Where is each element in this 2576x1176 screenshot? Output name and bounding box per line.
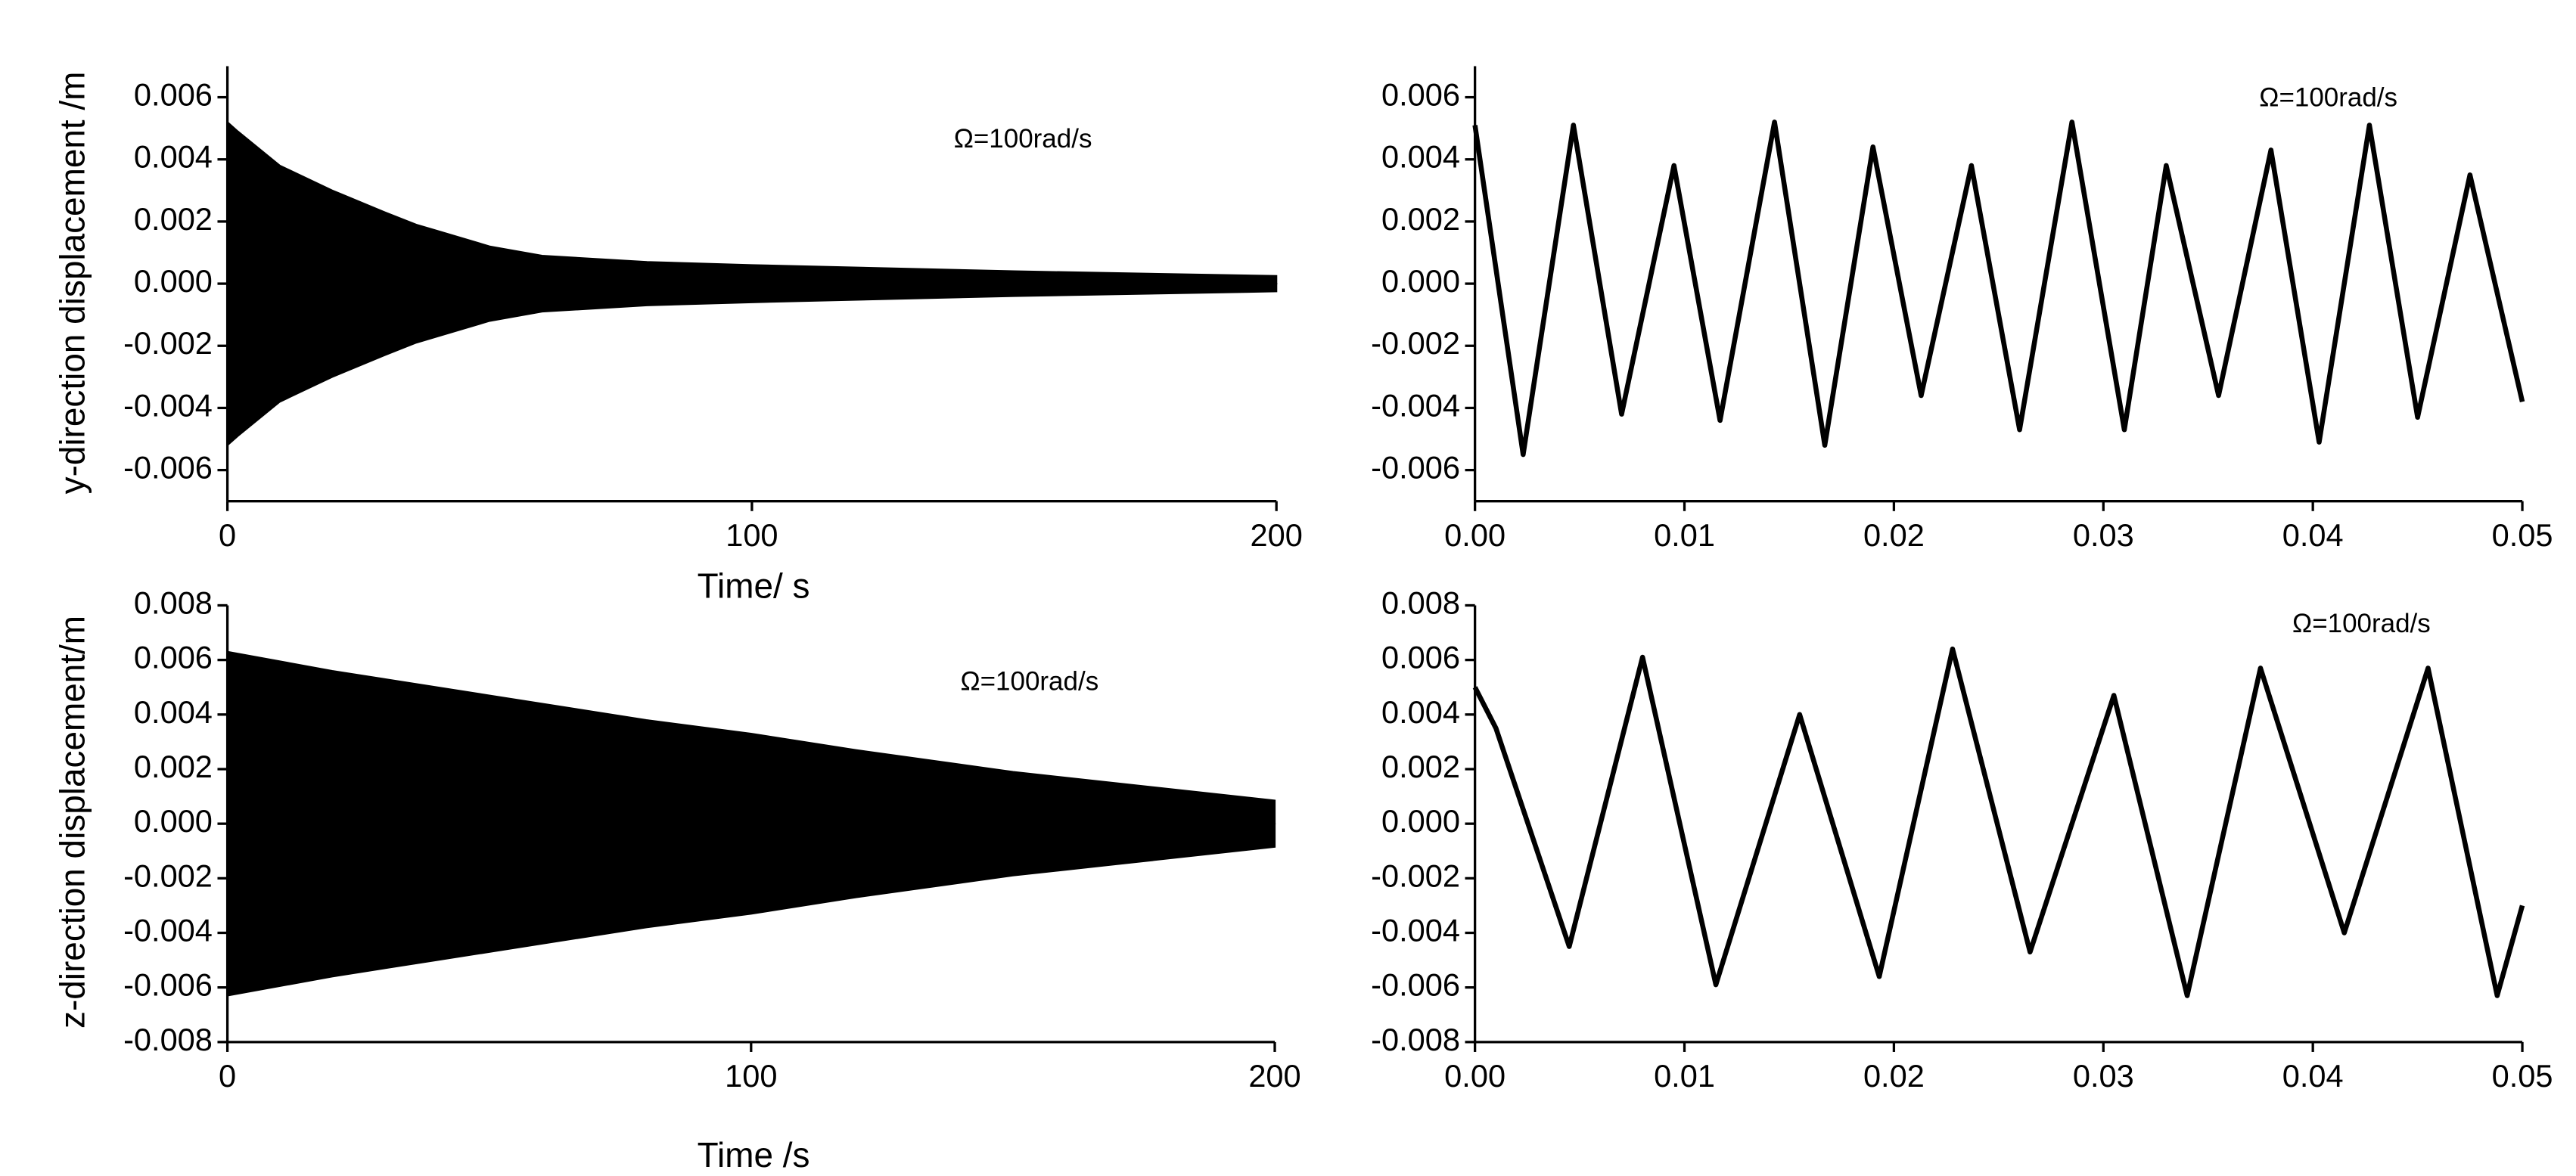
y-tick-label: -0.002: [1371, 325, 1460, 361]
area: [226, 650, 1276, 825]
y-tick-label: -0.008: [123, 1022, 213, 1057]
y-axis-label: y-direction displacement /m: [53, 72, 92, 495]
x-tick-label: 200: [1248, 1058, 1300, 1094]
x-tick-label: 100: [725, 1058, 777, 1094]
y-tick-label: 0.006: [1381, 77, 1460, 113]
y-tick-label: 0.008: [1381, 585, 1460, 620]
x-axis-label: Time/ s: [698, 566, 810, 606]
y-tick-label: 0.000: [134, 263, 213, 299]
area: [226, 823, 1276, 997]
y-tick-label: -0.006: [1371, 450, 1460, 486]
y-tick-label: 0.008: [134, 585, 213, 620]
x-tick-label: 0: [219, 517, 236, 553]
y-tick-label: -0.002: [123, 325, 213, 361]
x-tick-label: 0.02: [1863, 517, 1925, 553]
y-tick-label: -0.004: [1371, 387, 1460, 423]
y-tick-label: 0.006: [1381, 640, 1460, 675]
y-tick-label: 0.002: [134, 201, 213, 237]
y-tick-label: -0.006: [123, 967, 213, 1003]
y-tick-label: 0.002: [1381, 749, 1460, 784]
annotation: Ω=100rad/s: [954, 124, 1092, 154]
y-tick-label: -0.002: [123, 858, 213, 893]
x-tick-label: 0.05: [2492, 1058, 2553, 1094]
y-tick-label: -0.004: [123, 387, 213, 423]
x-tick-label: 0.05: [2492, 517, 2553, 553]
x-tick-label: 0.00: [1444, 1058, 1506, 1094]
annotation: Ω=100rad/s: [960, 667, 1098, 697]
annotation: Ω=100rad/s: [2292, 609, 2431, 638]
y-tick-label: -0.006: [1371, 967, 1460, 1003]
x-tick-label: 0: [219, 1058, 236, 1094]
line: [1472, 119, 2525, 458]
y-tick-label: 0.006: [134, 77, 213, 113]
y-tick-label: -0.006: [123, 450, 213, 486]
y-tick-label: -0.004: [123, 912, 213, 948]
x-tick-label: 0.00: [1444, 517, 1506, 553]
y-tick-label: 0.004: [1381, 694, 1460, 730]
x-tick-label: 200: [1251, 517, 1303, 553]
area: [226, 282, 1278, 448]
y-tick-label: 0.006: [134, 640, 213, 675]
x-tick-label: 0.04: [2282, 517, 2344, 553]
line: [1472, 646, 2525, 998]
x-tick-label: 100: [726, 517, 778, 553]
x-tick-label: 0.02: [1863, 1058, 1925, 1094]
y-tick-label: 0.000: [134, 803, 213, 839]
y-tick-label: 0.002: [1381, 201, 1460, 237]
area: [226, 120, 1278, 285]
x-axis-label: Time /s: [698, 1135, 810, 1174]
y-tick-label: 0.004: [134, 139, 213, 175]
annotation: Ω=100rad/s: [2259, 82, 2397, 112]
x-tick-label: 0.03: [2073, 1058, 2134, 1094]
y-tick-label: -0.004: [1371, 912, 1460, 948]
x-tick-label: 0.03: [2073, 517, 2134, 553]
x-tick-label: 0.01: [1654, 1058, 1715, 1094]
y-tick-label: -0.002: [1371, 858, 1460, 893]
y-tick-label: 0.004: [134, 694, 213, 730]
y-tick-label: 0.002: [134, 749, 213, 784]
y-tick-label: 0.004: [1381, 139, 1460, 175]
y-axis-label: z-direction displacement/m: [53, 616, 92, 1029]
x-tick-label: 0.01: [1654, 517, 1715, 553]
y-tick-label: -0.008: [1371, 1022, 1460, 1057]
y-tick-label: 0.000: [1381, 263, 1460, 299]
y-tick-label: 0.000: [1381, 803, 1460, 839]
x-tick-label: 0.04: [2282, 1058, 2344, 1094]
